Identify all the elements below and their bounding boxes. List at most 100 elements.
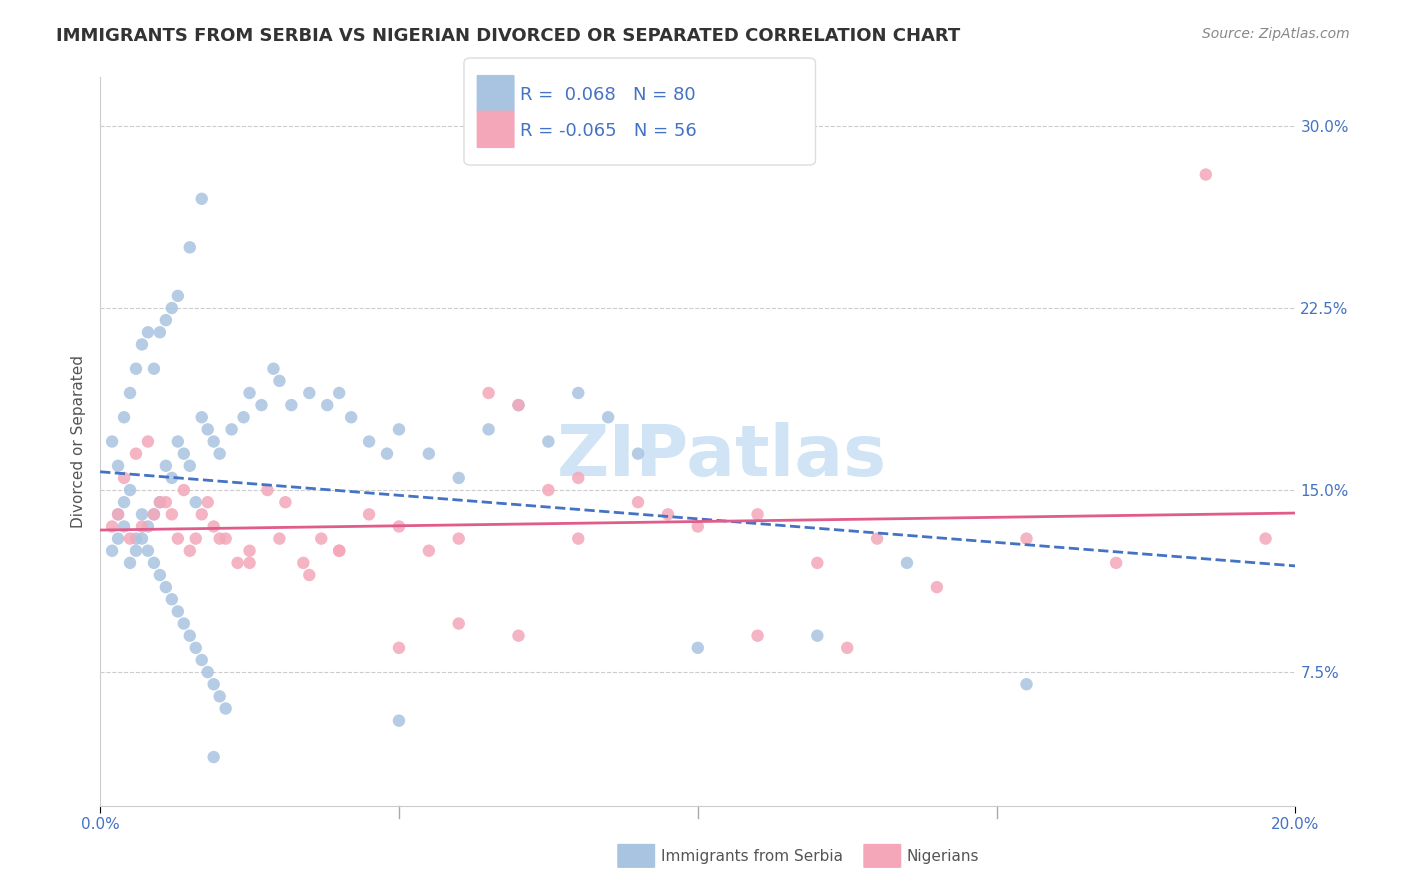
Point	[1105, 556, 1128, 570]
Text: R =  0.068   N = 80: R = 0.068 N = 80	[520, 87, 696, 104]
Point	[112, 410, 135, 425]
Point	[214, 532, 236, 546]
Point	[107, 508, 129, 522]
Point	[131, 519, 153, 533]
Point	[627, 495, 650, 509]
Point	[190, 192, 212, 206]
Point	[173, 447, 195, 461]
Point	[190, 410, 212, 425]
Point	[238, 543, 260, 558]
Point	[125, 447, 148, 461]
Point	[418, 447, 440, 461]
Point	[208, 690, 231, 704]
Point	[388, 640, 411, 655]
Point	[747, 629, 769, 643]
Point	[418, 543, 440, 558]
Point	[806, 629, 828, 643]
Point	[1015, 532, 1038, 546]
Point	[238, 386, 260, 401]
Point	[131, 532, 153, 546]
Point	[598, 410, 620, 425]
Point	[179, 240, 201, 254]
Point	[160, 471, 183, 485]
Point	[298, 386, 321, 401]
Point	[262, 361, 284, 376]
Point	[478, 422, 501, 436]
Point	[359, 508, 381, 522]
Point	[508, 398, 530, 412]
Text: Source: ZipAtlas.com: Source: ZipAtlas.com	[1202, 27, 1350, 41]
Point	[149, 326, 172, 340]
Text: ZIPatlas: ZIPatlas	[557, 422, 887, 491]
Point	[837, 640, 859, 655]
Point	[142, 361, 165, 376]
Point	[1195, 168, 1218, 182]
Point	[166, 604, 188, 618]
Point	[160, 508, 183, 522]
Point	[298, 568, 321, 582]
Point	[508, 398, 530, 412]
Point	[657, 508, 679, 522]
Point	[118, 556, 141, 570]
Point	[627, 447, 650, 461]
Point	[160, 301, 183, 315]
Point	[166, 289, 188, 303]
Point	[359, 434, 381, 449]
Point	[269, 374, 291, 388]
Point	[567, 471, 589, 485]
Point	[179, 458, 201, 473]
Point	[388, 714, 411, 728]
Point	[190, 653, 212, 667]
Point	[388, 519, 411, 533]
Point	[107, 508, 129, 522]
Point	[208, 447, 231, 461]
Point	[537, 483, 560, 497]
Point	[179, 543, 201, 558]
Point	[101, 543, 124, 558]
Point	[567, 386, 589, 401]
Point	[118, 532, 141, 546]
Point	[118, 386, 141, 401]
Point	[112, 519, 135, 533]
Point	[107, 532, 129, 546]
Point	[131, 337, 153, 351]
Point	[388, 422, 411, 436]
Point	[375, 447, 398, 461]
Point	[221, 422, 243, 436]
Y-axis label: Divorced or Separated: Divorced or Separated	[72, 355, 86, 528]
Point	[179, 629, 201, 643]
Point	[131, 508, 153, 522]
Point	[202, 677, 225, 691]
Point	[166, 434, 188, 449]
Point	[340, 410, 363, 425]
Point	[269, 532, 291, 546]
Point	[925, 580, 948, 594]
Point	[125, 361, 148, 376]
Point	[232, 410, 254, 425]
Point	[101, 519, 124, 533]
Point	[447, 532, 470, 546]
Point	[208, 532, 231, 546]
Point	[149, 495, 172, 509]
Point	[155, 495, 177, 509]
Point	[328, 543, 350, 558]
Point	[173, 616, 195, 631]
Point	[166, 532, 188, 546]
Point	[184, 495, 207, 509]
Point	[292, 556, 315, 570]
Point	[866, 532, 889, 546]
Point	[309, 532, 332, 546]
Point	[184, 640, 207, 655]
Point	[197, 665, 219, 679]
Text: Immigrants from Serbia: Immigrants from Serbia	[661, 849, 842, 863]
Point	[125, 532, 148, 546]
Point	[101, 434, 124, 449]
Point	[202, 519, 225, 533]
Point	[155, 580, 177, 594]
Point	[238, 556, 260, 570]
Point	[149, 495, 172, 509]
Point	[155, 313, 177, 327]
Point	[686, 640, 709, 655]
Point	[686, 519, 709, 533]
Point	[184, 532, 207, 546]
